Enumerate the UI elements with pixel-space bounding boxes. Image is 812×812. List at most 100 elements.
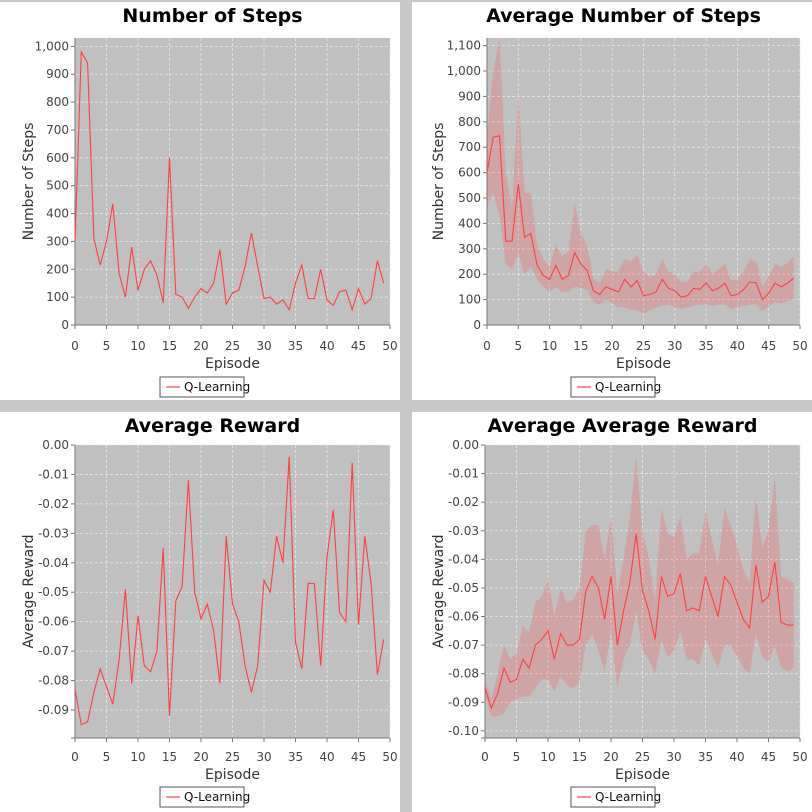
x-tick-label: 40	[729, 750, 744, 764]
y-tick-label: -0.01	[448, 467, 479, 481]
y-tick-label: -0.10	[448, 724, 479, 738]
y-tick-label: 800	[458, 115, 481, 129]
legend-label: Q-Learning	[184, 380, 250, 394]
y-tick-label: -0.05	[38, 585, 69, 599]
y-tick-label: 0	[61, 318, 69, 332]
chart-title: Number of Steps	[122, 5, 302, 27]
y-tick-label: -0.09	[448, 695, 479, 709]
x-tick-label: 40	[319, 750, 334, 764]
x-tick-label: 30	[256, 339, 271, 353]
y-tick-label: 0	[473, 318, 481, 332]
legend-box	[570, 786, 656, 808]
x-tick-label: 15	[572, 750, 587, 764]
x-tick-label: 20	[605, 339, 620, 353]
y-tick-label: 400	[46, 207, 69, 221]
y-tick-label: 400	[458, 216, 481, 230]
y-tick-label: 800	[46, 95, 69, 109]
y-tick-label: 700	[46, 123, 69, 137]
x-tick-label: 50	[382, 339, 397, 353]
x-tick-label: 5	[103, 750, 111, 764]
x-tick-label: 50	[792, 339, 807, 353]
legend-label: Q-Learning	[595, 380, 661, 394]
x-axis-label: Episode	[205, 767, 260, 783]
y-tick-label: -0.06	[448, 610, 479, 624]
y-tick-label: -0.02	[448, 495, 479, 509]
y-tick-label: -0.05	[448, 581, 479, 595]
x-tick-label: 45	[761, 339, 776, 353]
x-tick-label: 30	[256, 750, 271, 764]
chart-average-average-reward: Average Average Reward 0 5 10 15 20 25 30 35 40 45…	[431, 415, 808, 808]
x-tick-label: 35	[288, 750, 303, 764]
y-tick-label: 100	[458, 293, 481, 307]
x-tick-label: 5	[514, 339, 522, 353]
y-tick-label: 600	[46, 151, 69, 165]
chart-average-number-of-steps: Average Number of Steps 0 5 10 15 20 25 30 35 40 4…	[431, 5, 808, 398]
y-tick-label: -0.04	[38, 556, 69, 570]
x-tick-label: 40	[319, 339, 334, 353]
x-tick-label: 15	[162, 339, 177, 353]
y-tick-label: 200	[458, 267, 481, 281]
y-tick-label: 200	[46, 262, 69, 276]
y-tick-label: -0.04	[448, 552, 479, 566]
y-axis-label: Number of Steps	[21, 123, 37, 241]
y-tick-label: 300	[46, 234, 69, 248]
series-line-q-learning	[74, 49, 385, 312]
confidence-band	[487, 38, 794, 314]
chart-panel-average-number-of-steps: Average Number of Steps 0 5 10 15 20 25 30 35 40 4…	[412, 2, 812, 400]
y-tick-label: 600	[458, 166, 481, 180]
y-tick-label: -0.09	[38, 703, 69, 717]
x-tick-label: 5	[103, 339, 111, 353]
x-tick-label: 15	[162, 750, 177, 764]
legend-label: Q-Learning	[184, 790, 250, 804]
y-tick-label: 500	[46, 179, 69, 193]
legend-box	[159, 376, 245, 398]
y-axis-label: Number of Steps	[431, 123, 447, 241]
x-tick-label: 30	[667, 339, 682, 353]
y-axis-label: Average Reward	[431, 534, 447, 648]
x-tick-label: 25	[225, 750, 240, 764]
y-tick-label: 900	[46, 67, 69, 81]
x-tick-label: 15	[573, 339, 588, 353]
y-tick-label: -0.06	[38, 615, 69, 629]
y-tick-label: 1,000	[35, 39, 69, 53]
y-tick-label: 500	[458, 191, 481, 205]
x-tick-label: 20	[193, 750, 208, 764]
x-tick-label: 10	[542, 339, 557, 353]
x-tick-label: 5	[513, 750, 521, 764]
y-tick-label: 900	[458, 89, 481, 103]
chart-title: Average Number of Steps	[486, 5, 761, 27]
x-tick-label: 0	[71, 339, 79, 353]
confidence-band	[485, 456, 794, 717]
y-tick-label: 100	[46, 290, 69, 304]
chart-panel-average-reward: Average Reward 0 5 10 15 20 25 30 35 40 45 50 0.00 -0…	[0, 412, 400, 812]
chart-panel-average-average-reward: Average Average Reward 0 5 10 15 20 25 30 35 40 45…	[412, 412, 812, 812]
legend-box	[159, 786, 245, 808]
x-tick-label: 45	[351, 750, 366, 764]
x-tick-label: 0	[71, 750, 79, 764]
y-tick-label: -0.08	[448, 667, 479, 681]
x-tick-label: 10	[130, 339, 145, 353]
y-tick-label: -0.07	[448, 638, 479, 652]
chart-panel-number-of-steps: Number of Steps 0 5 10 15 20 25 30 35 40 45 50 0 100 2…	[0, 2, 400, 400]
x-tick-label: 40	[730, 339, 745, 353]
chart-title: Average Average Reward	[487, 415, 757, 437]
x-tick-label: 35	[698, 339, 713, 353]
y-tick-label: -0.08	[38, 674, 69, 688]
y-tick-label: 1,100	[447, 39, 481, 53]
y-tick-label: -0.01	[38, 467, 69, 481]
x-tick-label: 45	[351, 339, 366, 353]
x-tick-label: 0	[483, 339, 491, 353]
y-tick-label: 0.00	[452, 438, 479, 452]
x-tick-label: 20	[603, 750, 618, 764]
legend-label: Q-Learning	[595, 790, 661, 804]
y-tick-label: -0.02	[38, 497, 69, 511]
x-tick-label: 35	[698, 750, 713, 764]
x-axis-label: Episode	[616, 356, 671, 372]
x-tick-label: 0	[481, 750, 489, 764]
x-tick-label: 25	[225, 339, 240, 353]
x-tick-label: 20	[193, 339, 208, 353]
chart-title: Average Reward	[125, 415, 300, 437]
x-tick-label: 25	[635, 750, 650, 764]
x-tick-label: 10	[540, 750, 555, 764]
